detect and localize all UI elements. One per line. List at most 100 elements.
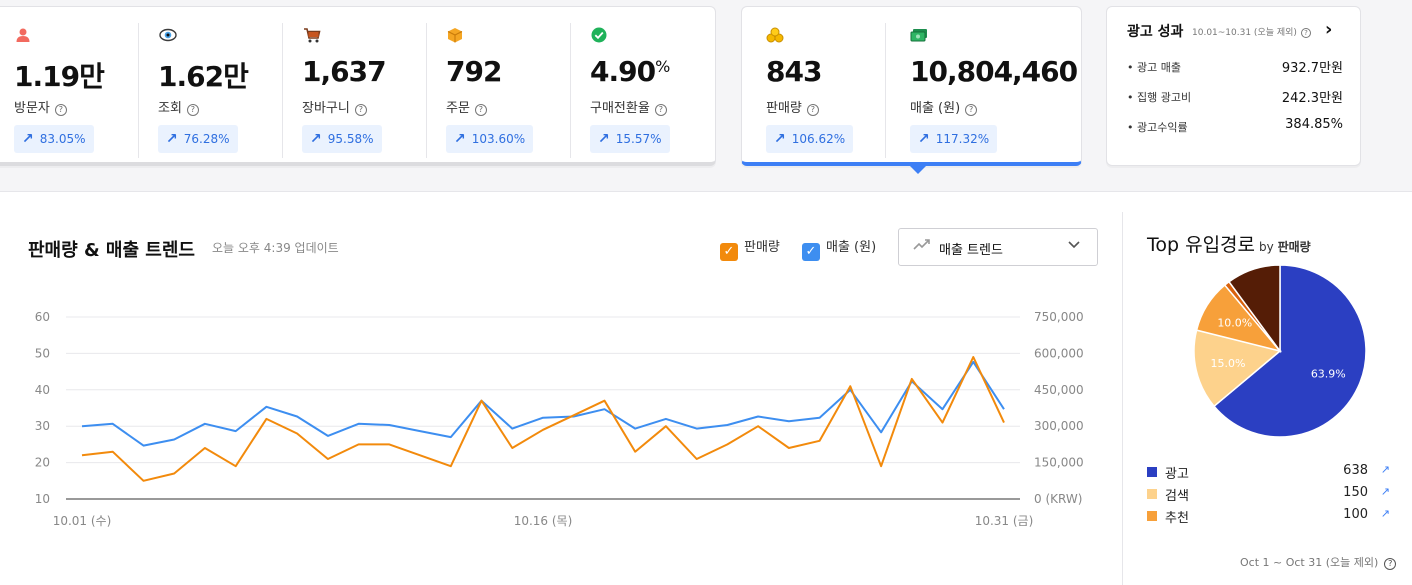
ad-row-spend: • 집행 광고비 242.3만원 bbox=[1127, 87, 1343, 107]
help-icon[interactable]: ? bbox=[354, 104, 367, 116]
legend-swatch bbox=[1147, 489, 1157, 499]
checkbox-revenue[interactable]: ✓ 매출 (원) bbox=[802, 236, 876, 261]
date-range-footnote: Oct 1 ~ Oct 31 (오늘 제외)? bbox=[1240, 554, 1397, 570]
arrow-up-right-icon: ↗ bbox=[918, 131, 930, 147]
pie-slice[interactable] bbox=[1193, 329, 1282, 408]
legend-swatch bbox=[1147, 511, 1157, 521]
arrow-up-right-icon: ↗ bbox=[310, 131, 322, 147]
legend-swatch bbox=[1147, 467, 1157, 477]
metric-value: 1,637 bbox=[302, 55, 387, 88]
y-left-tick-label: 50 bbox=[35, 346, 50, 360]
y-left-tick-label: 20 bbox=[35, 456, 50, 470]
selected-pointer bbox=[910, 166, 926, 174]
change-badge: ↗ 15.57% bbox=[590, 125, 670, 153]
metric-value: 1.62만 bbox=[158, 60, 249, 93]
metric-visitors[interactable]: 1.19만 방문자? ↗ 83.05% bbox=[0, 23, 139, 158]
pie-slice[interactable] bbox=[1227, 264, 1281, 354]
metric-revenue[interactable]: 10,804,460 매출 (원)? ↗ 117.32% bbox=[886, 23, 1082, 158]
change-badge: ↗ 103.60% bbox=[446, 125, 534, 153]
metric-label: 판매량? bbox=[766, 97, 819, 116]
change-badge: ↗ 106.62% bbox=[766, 125, 854, 153]
y-right-tick-label: 750,000 bbox=[1034, 310, 1084, 324]
trend-line-icon bbox=[913, 238, 931, 256]
legend-name: 추천 bbox=[1165, 511, 1189, 526]
person-icon bbox=[15, 27, 33, 45]
legend-name: 검색 bbox=[1165, 489, 1189, 504]
money-icon bbox=[910, 27, 928, 45]
y-right-tick-label: 150,000 bbox=[1034, 456, 1084, 470]
sales-stats-card[interactable]: 843 판매량? ↗ 106.62% 10,804,460 매출 (원)? ↗ 11… bbox=[741, 6, 1082, 174]
metric-views[interactable]: 1.62만 조회? ↗ 76.28% bbox=[139, 23, 283, 158]
metric-value: 10,804,460 bbox=[910, 55, 1078, 88]
arrow-up-right-icon: ↗ bbox=[454, 131, 466, 147]
traffic-stats-card[interactable]: 1.19만 방문자? ↗ 83.05% 1.62만 조회? ↗ 76.28% 1,6… bbox=[0, 6, 716, 166]
trend-line-chart[interactable]: 60 750,000 50 600,000 40 450,000 30 300,000 20 15… bbox=[0, 255, 1110, 585]
ad-row-label: • 광고수익률 bbox=[1127, 121, 1188, 134]
metric-orders[interactable]: 792 주문? ↗ 103.60% bbox=[427, 23, 571, 158]
metric-value: 1.19만 bbox=[14, 60, 105, 93]
metric-label: 방문자? bbox=[14, 97, 67, 116]
arrow-up-right-icon: ↗ bbox=[598, 131, 610, 147]
help-icon[interactable]: ? bbox=[474, 104, 487, 116]
y-left-tick-label: 30 bbox=[35, 419, 50, 433]
ad-row-value: 242.3만원 bbox=[1281, 91, 1343, 106]
pie-slice[interactable] bbox=[1213, 264, 1367, 438]
series-line-revenue bbox=[81, 360, 1005, 447]
ad-performance-card[interactable]: 광고 성과 10.01~10.31 (오늘 제외)? › • 광고 매출 932… bbox=[1106, 6, 1361, 166]
checkmark-icon: ✓ bbox=[720, 243, 738, 261]
arrow-up-right-icon: ↗ bbox=[774, 131, 786, 147]
help-icon[interactable]: ? bbox=[1300, 28, 1311, 38]
checkbox-sales-qty[interactable]: ✓ 판매량 bbox=[720, 236, 780, 261]
y-left-tick-label: 10 bbox=[35, 492, 50, 506]
help-icon[interactable]: ? bbox=[806, 104, 819, 116]
eye-icon bbox=[159, 27, 177, 45]
x-tick-label: 10.16 (목) bbox=[514, 514, 573, 528]
pie-slice-label: 63.9% bbox=[1311, 368, 1346, 381]
help-icon[interactable]: ? bbox=[654, 104, 667, 116]
change-badge: ↗ 95.58% bbox=[302, 125, 382, 153]
pie-slice-label: 10.0% bbox=[1217, 317, 1252, 330]
section-divider bbox=[1122, 212, 1123, 585]
metric-label: 장바구니? bbox=[302, 97, 367, 116]
ad-row-roas: • 광고수익률 384.85% bbox=[1127, 117, 1343, 137]
y-left-tick-label: 40 bbox=[35, 383, 50, 397]
cart-icon bbox=[303, 27, 321, 45]
legend-value: 100 bbox=[1343, 507, 1368, 522]
x-tick-label: 10.31 (금) bbox=[975, 514, 1034, 528]
ad-row-value: 932.7만원 bbox=[1281, 61, 1343, 76]
external-link-icon[interactable]: ↗ bbox=[1380, 463, 1390, 476]
legend-item-ad[interactable]: 광고 638 ↗ bbox=[1147, 463, 1392, 482]
metric-cart[interactable]: 1,637 장바구니? ↗ 95.58% bbox=[283, 23, 427, 158]
chevron-right-icon[interactable]: › bbox=[1325, 19, 1333, 40]
metric-sales-qty[interactable]: 843 판매량? ↗ 106.62% bbox=[742, 23, 886, 158]
trend-type-dropdown[interactable]: 매출 트렌드 bbox=[898, 228, 1098, 266]
x-tick-label: 10.01 (수) bbox=[53, 514, 112, 528]
legend-item-recommend[interactable]: 추천 100 ↗ bbox=[1147, 507, 1392, 526]
box-icon bbox=[447, 27, 465, 45]
metric-value: 843 bbox=[766, 55, 822, 88]
change-badge: ↗ 117.32% bbox=[910, 125, 998, 153]
external-link-icon[interactable]: ↗ bbox=[1380, 485, 1390, 498]
checkmark-icon: ✓ bbox=[802, 243, 820, 261]
help-icon[interactable]: ? bbox=[186, 104, 199, 116]
ad-row-label: • 광고 매출 bbox=[1127, 61, 1181, 74]
help-icon[interactable]: ? bbox=[965, 104, 978, 116]
ad-period: 10.01~10.31 (오늘 제외)? bbox=[1192, 25, 1311, 38]
ad-row-revenue: • 광고 매출 932.7만원 bbox=[1127, 57, 1343, 77]
summary-area: 1.19만 방문자? ↗ 83.05% 1.62만 조회? ↗ 76.28% 1,6… bbox=[0, 0, 1412, 192]
sources-pie-chart[interactable]: 63.9% 15.0% 10.0% bbox=[1185, 256, 1375, 446]
pie-slice-label: 15.0% bbox=[1211, 357, 1246, 370]
help-icon[interactable]: ? bbox=[54, 104, 67, 116]
legend-value: 638 bbox=[1343, 463, 1368, 478]
metric-conversion[interactable]: 4.90% 구매전환율? ↗ 15.57% bbox=[571, 23, 715, 158]
top-sources-title: Top 유입경로 by 판매량 bbox=[1147, 234, 1311, 256]
series-line-sales-qty bbox=[81, 356, 1005, 482]
metric-label: 매출 (원)? bbox=[910, 97, 978, 116]
arrow-up-right-icon: ↗ bbox=[166, 131, 178, 147]
coins-icon bbox=[766, 27, 784, 45]
legend-item-search[interactable]: 검색 150 ↗ bbox=[1147, 485, 1392, 504]
help-icon[interactable]: ? bbox=[1384, 558, 1397, 570]
trend-title: 판매량 & 매출 트렌드 bbox=[28, 240, 195, 261]
external-link-icon[interactable]: ↗ bbox=[1380, 507, 1390, 520]
